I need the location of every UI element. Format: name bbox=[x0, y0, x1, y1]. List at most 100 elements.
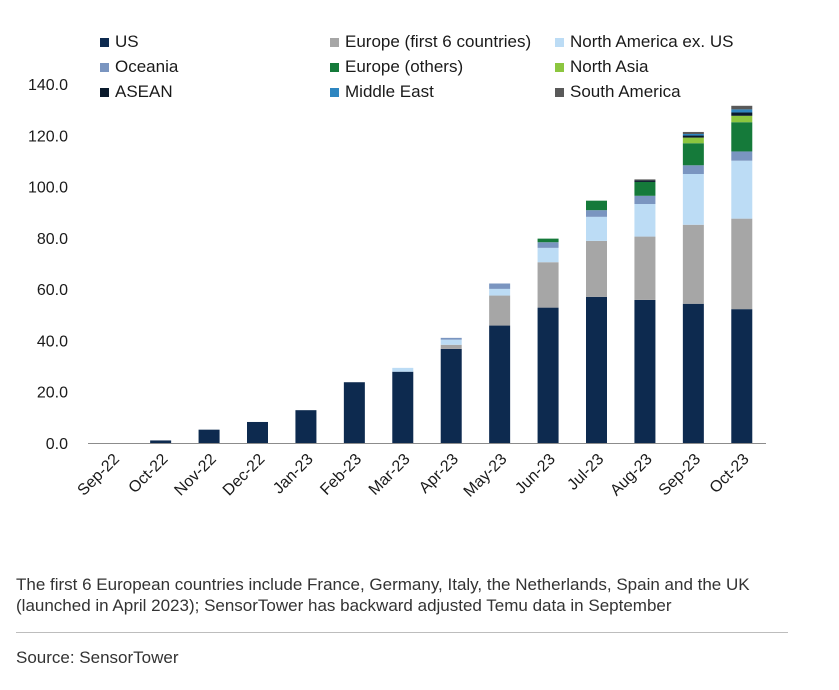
x-tick-label: Sep-22 bbox=[75, 451, 124, 500]
x-tick-label: Dec-22 bbox=[220, 451, 269, 500]
bar-segment bbox=[586, 200, 607, 211]
bar-segment bbox=[731, 151, 753, 161]
x-tick-label: Aug-23 bbox=[607, 451, 656, 500]
bar-segment bbox=[586, 210, 607, 217]
legend-item: Europe (others) bbox=[330, 57, 463, 77]
bar-segment bbox=[634, 236, 656, 300]
x-tick-label: Feb-23 bbox=[317, 451, 365, 499]
bar-segment bbox=[634, 299, 656, 443]
legend-label: Middle East bbox=[345, 82, 434, 101]
y-tick-label: 20.0 bbox=[37, 385, 68, 402]
legend-item: Europe (first 6 countries) bbox=[330, 32, 531, 52]
y-tick-label: 0.0 bbox=[46, 436, 68, 453]
legend-swatch bbox=[555, 37, 564, 47]
legend-label: North America ex. US bbox=[570, 32, 734, 51]
x-tick-label: Apr-23 bbox=[416, 451, 462, 497]
bar-segment bbox=[682, 131, 704, 135]
legend-item: South America bbox=[555, 82, 681, 102]
bar-segment bbox=[731, 122, 753, 152]
bar-segment bbox=[537, 262, 559, 308]
legend-label: Europe (others) bbox=[345, 57, 464, 76]
x-tick-label: Nov-22 bbox=[171, 451, 220, 500]
bar-segment bbox=[586, 296, 607, 443]
legend-item: US bbox=[100, 32, 139, 52]
bar-segment bbox=[634, 181, 656, 196]
bar-segment bbox=[731, 309, 753, 443]
y-tick-label: 140.0 bbox=[28, 77, 68, 94]
bar-segment bbox=[682, 165, 704, 175]
bar-segment bbox=[392, 371, 414, 443]
bar-segment bbox=[489, 288, 511, 296]
legend-swatch bbox=[330, 62, 339, 72]
x-tick-label: Sep-23 bbox=[656, 451, 705, 500]
legend-item: North America ex. US bbox=[555, 32, 733, 52]
y-tick-label: 100.0 bbox=[28, 180, 68, 197]
legend-swatch bbox=[330, 37, 339, 47]
x-tick-label: Jul-23 bbox=[564, 451, 607, 494]
legend-label: Oceania bbox=[115, 57, 179, 76]
x-tick-label: Oct-23 bbox=[707, 451, 753, 497]
stacked-bar-chart: 0.0 20.0 40.0 60.0 80.0 100.0 120.0 140.0 Sep-22… bbox=[28, 77, 766, 501]
bar-segment bbox=[537, 247, 559, 263]
legend-swatch bbox=[555, 87, 564, 97]
source-note: Source: SensorTower bbox=[16, 648, 179, 667]
bar-segment bbox=[682, 174, 704, 225]
legend-swatch bbox=[555, 62, 564, 72]
x-tick-label: Oct-22 bbox=[125, 451, 171, 497]
chart-footnote: The first 6 European countries include F… bbox=[16, 575, 750, 615]
legend-swatch bbox=[330, 87, 339, 97]
y-tick-label: 60.0 bbox=[37, 282, 68, 299]
bar-segment bbox=[489, 325, 511, 443]
legend-swatch bbox=[100, 37, 109, 47]
x-tick-label: Mar-23 bbox=[366, 451, 414, 499]
legend-item: ASEAN bbox=[100, 82, 173, 102]
bar-segment bbox=[247, 421, 268, 443]
legend-swatch bbox=[100, 62, 109, 72]
bar-segment bbox=[295, 410, 317, 443]
bar-segment bbox=[150, 440, 172, 443]
bar-segment bbox=[537, 242, 559, 248]
bar-segment bbox=[343, 382, 365, 443]
y-tick-label: 40.0 bbox=[37, 333, 68, 350]
bar-segment bbox=[731, 218, 753, 310]
bar-segment bbox=[440, 339, 462, 345]
y-tick-label: 80.0 bbox=[37, 231, 68, 248]
bar-segment bbox=[731, 109, 753, 113]
y-tick-label: 120.0 bbox=[28, 128, 68, 145]
bar-segment bbox=[489, 295, 511, 326]
bar-segment bbox=[586, 240, 607, 297]
bar-segment bbox=[634, 179, 656, 181]
bar-segment bbox=[489, 283, 511, 289]
bar-segment bbox=[682, 224, 704, 304]
bar-segment bbox=[537, 307, 559, 443]
bar-segment bbox=[440, 348, 462, 443]
bar-segment bbox=[634, 195, 656, 205]
bar-segment bbox=[731, 115, 753, 123]
legend-item: Middle East bbox=[330, 82, 434, 102]
bar-segment bbox=[731, 105, 753, 110]
bar-segment bbox=[537, 238, 559, 243]
legend-item: North Asia bbox=[555, 57, 648, 77]
bar-segment bbox=[634, 204, 656, 237]
bar-segment bbox=[440, 344, 462, 349]
bar-segment bbox=[682, 137, 704, 144]
bar-segment bbox=[682, 303, 704, 443]
bar-segment bbox=[682, 143, 704, 166]
legend-swatch bbox=[100, 87, 109, 97]
legend-label: ASEAN bbox=[115, 82, 173, 101]
divider bbox=[16, 632, 788, 633]
legend-label: South America bbox=[570, 82, 681, 101]
legend-item: Oceania bbox=[100, 57, 178, 77]
bar-segment bbox=[392, 367, 414, 372]
bar-segment bbox=[682, 135, 704, 138]
bar-segment bbox=[634, 180, 656, 182]
x-tick-label: Jan-23 bbox=[270, 451, 317, 498]
bar-segment bbox=[440, 337, 462, 340]
bar-segment bbox=[682, 134, 704, 136]
bar-segment bbox=[731, 160, 753, 219]
x-tick-label: May-23 bbox=[461, 451, 511, 501]
bar-segment bbox=[198, 429, 220, 443]
legend-label: US bbox=[115, 32, 139, 51]
bar-segment bbox=[731, 112, 753, 116]
legend-label: Europe (first 6 countries) bbox=[345, 32, 532, 51]
